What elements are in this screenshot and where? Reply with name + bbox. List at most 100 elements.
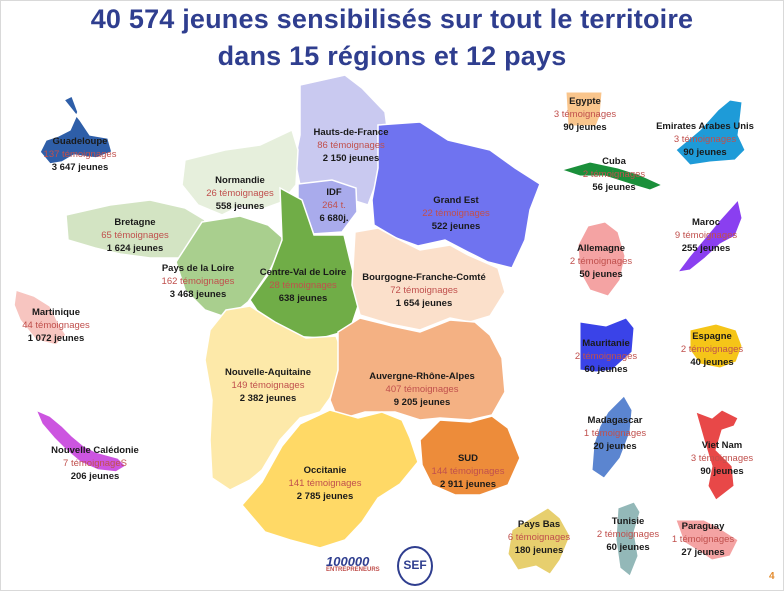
country-name: Maroc <box>692 217 720 228</box>
region-jeunes: 1 072 jeunes <box>27 333 85 344</box>
region-shape-nouvelle-aquitaine <box>204 305 346 491</box>
region-name: Centre-Val de Loire <box>259 267 347 278</box>
country-shape-madagascar <box>591 395 633 479</box>
country-temoignages: 6 témoignages <box>507 532 571 543</box>
country-jeunes: 90 jeunes <box>563 122 607 133</box>
region-temoignages: 28 témoignages <box>269 280 337 291</box>
logo-subtext: ENTREPRENEURS <box>326 567 380 573</box>
region-jeunes: 3 647 jeunes <box>51 162 109 173</box>
label-pays-de-la-loire: Pays de la Loire 162 témoignages 3 468 j… <box>160 262 236 301</box>
region-jeunes: 1 654 jeunes <box>395 298 453 309</box>
label-guadeloupe: Guadeloupe 137 témoignages 3 647 jeunes <box>44 135 117 174</box>
label-bretagne: Bretagne 65 témoignages 1 624 jeunes <box>101 216 169 255</box>
country-name: Pays Bas <box>517 519 561 530</box>
country-shape-egypte <box>565 91 603 127</box>
country-name: Emirates Arabes Unis <box>656 121 754 132</box>
region-jeunes: 206 jeunes <box>70 471 120 482</box>
country-name: Tunisie <box>611 516 645 527</box>
country-shape-tunisie <box>615 501 641 577</box>
country-shape-pays-bas <box>507 507 571 575</box>
region-name: Bourgogne-Franche-Comté <box>362 272 486 283</box>
label-bourgogne-franche-comte: Bourgogne-Franche-Comté 72 témoignages 1… <box>362 271 486 310</box>
country-name: Espagne <box>692 331 732 342</box>
region-jeunes: 2 785 jeunes <box>296 491 354 502</box>
country-temoignages: 2 témoignages <box>582 169 646 180</box>
region-temoignages: 162 témoignages <box>161 276 235 287</box>
country-name: Cuba <box>602 156 626 167</box>
region-shape-bourgogne-franche-comte <box>351 227 506 331</box>
country-jeunes: 60 jeunes <box>606 542 650 553</box>
region-shape-occitanie <box>241 409 419 549</box>
region-name: Nouvelle Calédonie <box>51 445 139 456</box>
region-name: Grand Est <box>433 195 479 206</box>
region-shape-martinique <box>13 289 67 346</box>
country-jeunes: 90 jeunes <box>683 147 727 158</box>
label-nouvelle-aquitaine: Nouvelle-Aquitaine 149 témoignages 2 382… <box>225 366 311 405</box>
country-temoignages: 3 témoignages <box>673 134 737 145</box>
country-shape-paraguay <box>675 519 739 561</box>
label-cuba: Cuba 2 témoignages 56 jeunes <box>583 155 645 194</box>
country-jeunes: 27 jeunes <box>681 547 725 558</box>
sef-logo-text: SEF <box>403 558 427 572</box>
label-occitanie: Occitanie 141 témoignages 2 785 jeunes <box>289 464 362 503</box>
label-normandie: Normandie 26 témoignages 558 jeunes <box>206 174 274 213</box>
label-auvergne-rhone-alpes: Auvergne-Rhône-Alpes 407 témoignages 9 2… <box>369 370 475 409</box>
region-temoignages: 72 témoignages <box>390 285 458 296</box>
page-number: 4 <box>769 571 775 582</box>
label-maroc: Maroc 9 témoignages 255 jeunes <box>675 216 737 255</box>
region-name: Guadeloupe <box>52 136 108 147</box>
country-name: Madagascar <box>587 415 643 426</box>
country-temoignages: 1 témoignages <box>671 534 735 545</box>
region-shape-centre-val-de-loire <box>249 186 361 339</box>
country-temoignages: 2 témoignages <box>569 256 633 267</box>
region-shape-sud <box>419 415 521 496</box>
region-jeunes: 6 680j. <box>319 213 349 224</box>
region-jeunes: 638 jeunes <box>278 293 328 304</box>
country-jeunes: 255 jeunes <box>681 243 731 254</box>
country-shape-maroc <box>676 198 743 273</box>
label-emirates-arabes-unis: Emirates Arabes Unis 3 témoignages 90 je… <box>656 120 754 159</box>
country-temoignages: 1 témoignages <box>583 428 647 439</box>
region-name: Normandie <box>215 175 265 186</box>
region-jeunes: 1 624 jeunes <box>106 243 164 254</box>
entrepreneurs-logo: 100000 ENTREPRENEURS <box>326 554 380 573</box>
country-name: Paraguay <box>681 521 725 532</box>
sef-logo: SEF <box>397 546 433 586</box>
region-temoignages: 407 témoignages <box>385 384 459 395</box>
country-temoignages: 3 témoignages <box>553 109 617 120</box>
country-temoignages: 3 témoignages <box>690 453 754 464</box>
region-temoignages: 22 témoignages <box>422 208 490 219</box>
country-temoignages: 9 témoignages <box>674 230 738 241</box>
label-centre-val-de-loire: Centre-Val de Loire 28 témoignages 638 j… <box>260 266 347 305</box>
label-hauts-de-france: Hauts-de-France 86 témoignages 2 150 jeu… <box>314 126 389 165</box>
region-temoignages: 86 témoignages <box>317 140 385 151</box>
country-jeunes: 20 jeunes <box>593 441 637 452</box>
region-temoignages: 65 témoignages <box>101 230 169 241</box>
label-martinique: Martinique 44 témoignages 1 072 jeunes <box>22 306 90 345</box>
country-shape-viet-nam <box>695 409 739 501</box>
region-name: Auvergne-Rhône-Alpes <box>369 371 475 382</box>
region-temoignages: 149 témoignages <box>231 380 305 391</box>
country-name: Egypte <box>569 96 601 107</box>
title-line-2: dans 15 régions et 12 pays <box>217 41 567 71</box>
country-jeunes: 40 jeunes <box>690 357 734 368</box>
country-jeunes: 60 jeunes <box>584 364 628 375</box>
country-shape-mauritanie <box>579 317 635 373</box>
region-temoignages: 137 témoignages <box>43 149 117 160</box>
country-jeunes: 90 jeunes <box>700 466 744 477</box>
country-jeunes: 56 jeunes <box>592 182 636 193</box>
country-shape-espagne <box>689 323 743 369</box>
region-temoignages: 141 témoignages <box>288 478 362 489</box>
label-sud: SUD 144 témoignages 2 911 jeunes <box>432 452 505 491</box>
country-shape-emirates-arabes-unis <box>675 99 746 166</box>
region-shape-pays-de-la-loire <box>175 215 286 319</box>
region-name: Hauts-de-France <box>313 127 389 138</box>
label-paraguay: Paraguay 1 témoignages 27 jeunes <box>672 520 734 559</box>
country-name: Viet Nam <box>701 440 743 451</box>
label-tunisie: Tunisie 2 témoignages 60 jeunes <box>597 515 659 554</box>
region-name: Nouvelle-Aquitaine <box>224 367 312 378</box>
region-name: Martinique <box>31 307 81 318</box>
country-jeunes: 180 jeunes <box>514 545 564 556</box>
label-madagascar: Madagascar 1 témoignages 20 jeunes <box>584 414 646 453</box>
